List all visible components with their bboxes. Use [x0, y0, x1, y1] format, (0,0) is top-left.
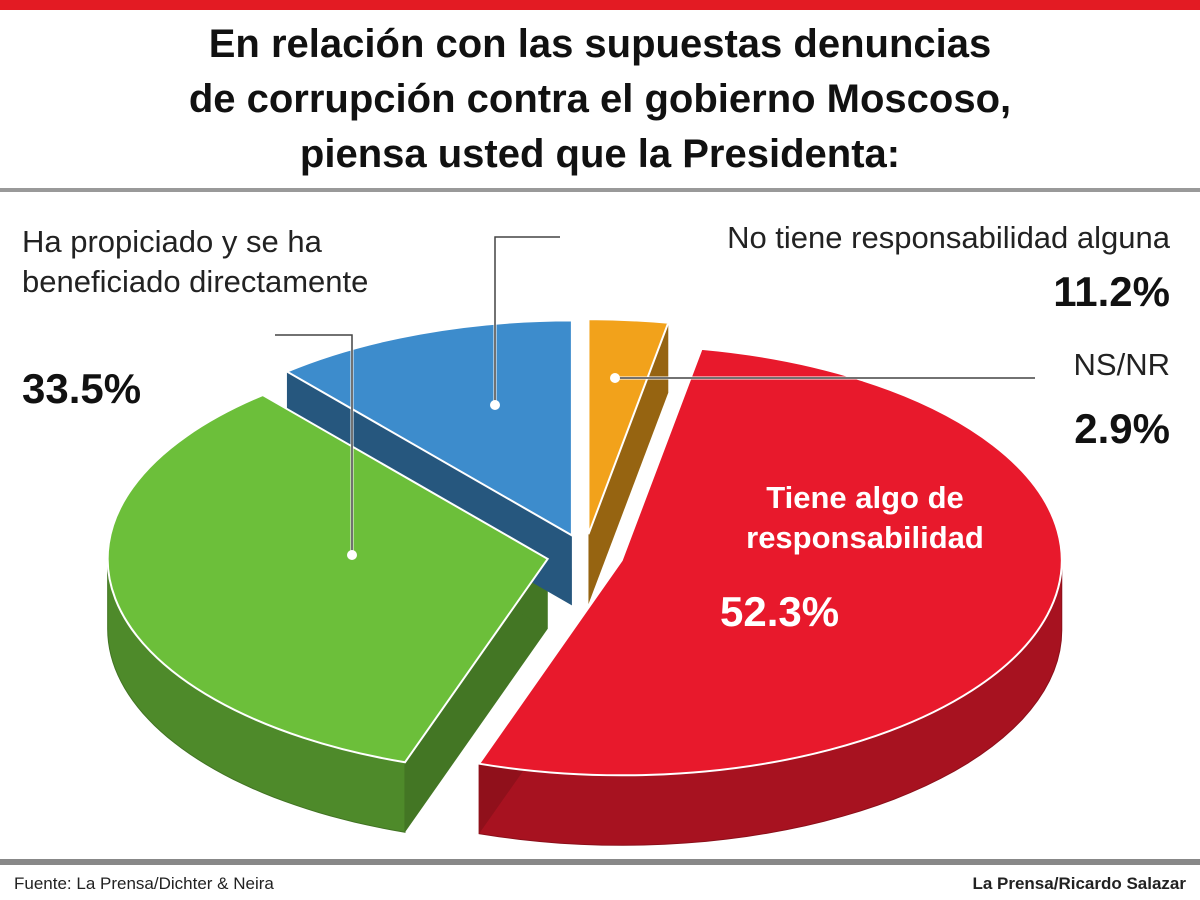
leader-dot — [610, 373, 620, 383]
slice-label: Ha propiciado y se ha beneficiado direct… — [22, 224, 369, 299]
slice-face — [405, 558, 548, 833]
source: Fuente: La Prensa/Dichter & Neira — [14, 874, 274, 893]
slice — [106, 393, 550, 764]
leader-dot — [347, 550, 357, 560]
leader-line — [275, 334, 353, 555]
title-line: de corrupción contra el gobierno Moscoso… — [188, 77, 1012, 121]
leader-dot — [490, 400, 500, 410]
slice-label: No tiene responsabilidad alguna — [727, 220, 1170, 255]
leader-line — [494, 236, 560, 405]
value-label: 33.5% — [22, 365, 142, 412]
pie — [106, 318, 1063, 846]
value-label: 52.3% — [720, 588, 840, 635]
title-line: En relación con las supuestas denuncias — [208, 22, 992, 66]
slice-face — [588, 322, 669, 605]
value-label: 2.9% — [1074, 405, 1170, 452]
value-label: 11.2% — [1053, 268, 1170, 315]
title-line: piensa usted que la Presidenta: — [299, 132, 901, 176]
slice — [284, 319, 573, 538]
slice — [477, 347, 1063, 777]
slice — [587, 318, 670, 535]
slice-label: NS/NR — [1073, 347, 1170, 382]
credit: La Prensa/Ricardo Salazar — [972, 874, 1186, 893]
top-bar — [0, 0, 1200, 10]
slice-label: Tiene algo de responsabilidad — [746, 480, 984, 555]
